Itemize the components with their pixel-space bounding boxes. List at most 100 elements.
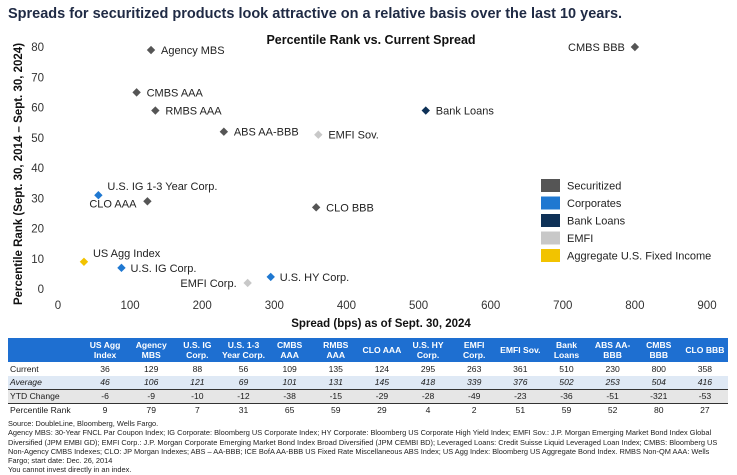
point-emfi-corp xyxy=(243,278,252,288)
table-cell: 31 xyxy=(238,405,249,415)
legend-label: Aggregate U.S. Fixed Income xyxy=(567,251,711,263)
x-tick-label: 200 xyxy=(193,300,212,312)
y-tick-label: 0 xyxy=(38,284,44,296)
table-cell: 253 xyxy=(589,376,636,390)
legend-label: Bank Loans xyxy=(567,216,626,228)
column-header: CLO BBB xyxy=(681,338,728,363)
column-header: CMBS BBB xyxy=(635,338,682,363)
table-cell: 46 xyxy=(82,376,129,390)
table-body: Current 36 129 88 56 109 135 124 295 263 361 510 230… xyxy=(8,362,728,418)
column-header: EMFI Corp. xyxy=(451,338,498,363)
point-label: Bank Loans xyxy=(436,106,495,118)
point-label: ABS AA-BBB xyxy=(234,127,299,139)
data-points: Agency MBS CMBS AAA RMBS AAA ABS AA-BBB CLO … xyxy=(79,42,640,290)
table-cell: 502 xyxy=(543,376,590,390)
table-cell: -23 xyxy=(497,389,544,404)
table-cell: 361 xyxy=(497,362,544,376)
table-cell: 504 xyxy=(635,376,682,390)
point-label: US Agg Index xyxy=(93,248,161,260)
table-cell: 36 xyxy=(82,362,129,376)
table-cell: 121 xyxy=(174,376,221,390)
legend-swatch xyxy=(541,214,560,227)
table-cell: -36 xyxy=(543,389,590,404)
table-cell: -10 xyxy=(174,389,221,404)
point-u-s-ig-1-3-year-corp xyxy=(94,191,103,200)
table-cell: 79 xyxy=(146,405,156,415)
table-cell: 59 xyxy=(561,405,572,415)
legend-swatch xyxy=(541,249,560,262)
legend-label: Securitized xyxy=(567,181,621,193)
point-abs-aa-bbb xyxy=(219,127,229,136)
table-cell: 29 xyxy=(377,405,387,415)
point-label: Agency MBS xyxy=(161,45,225,57)
column-header: Bank Loans xyxy=(543,338,590,363)
column-header: ABS AA-BBB xyxy=(589,338,636,363)
legend-swatch xyxy=(541,196,560,210)
table-cell: 358 xyxy=(681,362,728,376)
table-cell: 124 xyxy=(358,362,405,376)
y-tick-label: 10 xyxy=(31,254,44,266)
legend-swatch xyxy=(541,231,560,245)
x-tick-label: 100 xyxy=(121,300,140,312)
column-header: US Agg Index xyxy=(82,338,129,363)
point-label: CMBS AAA xyxy=(147,87,204,99)
column-header: RMBS AAA xyxy=(312,338,359,363)
point-clo-aaa xyxy=(143,197,152,206)
point-label: U.S. HY Corp. xyxy=(280,272,350,284)
table-cell: -28 xyxy=(404,389,452,404)
table-row: YTD Change -6 -9 -10 -12 -38 -15 -29 -28 -49 -23 -3… xyxy=(8,389,728,404)
x-tick-label: 900 xyxy=(697,300,716,312)
legend: Securitized Corporates Bank Loans EMFI Aggre… xyxy=(541,179,711,263)
table-cell: -49 xyxy=(451,389,498,404)
scatter-chart: Percentile Rank vs. Current Spread Perce… xyxy=(13,33,717,330)
headline: Spreads for securitized products look at… xyxy=(8,6,623,22)
disclaimer: You cannot invest directly in an index. xyxy=(8,465,132,475)
table-cell: 27 xyxy=(700,405,710,415)
y-tick-label: 50 xyxy=(31,133,44,145)
x-axis-label: Spread (bps) as of Sept. 30, 2024 xyxy=(291,318,471,330)
table-cell: 230 xyxy=(589,362,636,376)
y-tick-label: 60 xyxy=(31,103,44,115)
table-cell: 51 xyxy=(515,405,526,415)
table-cell: 131 xyxy=(312,376,359,390)
point-bank-loans xyxy=(421,106,430,115)
point-rmbs-aaa xyxy=(151,106,160,115)
table-row: Current 36 129 88 56 109 135 124 295 263 361 510 230… xyxy=(8,362,728,376)
table-cell: 135 xyxy=(312,362,359,376)
table-cell: -9 xyxy=(128,389,175,404)
table-cell: 69 xyxy=(220,376,267,390)
table-cell: -29 xyxy=(358,389,405,404)
table-cell: -6 xyxy=(82,389,129,404)
column-header: U.S. HY Corp. xyxy=(404,338,452,363)
x-tick-label: 700 xyxy=(553,300,572,312)
y-tick-label: 70 xyxy=(31,72,44,84)
column-header: CMBS AAA xyxy=(266,338,313,363)
table-cell: 56 xyxy=(220,362,267,376)
y-tick-label: 80 xyxy=(31,42,44,54)
table-cell: 416 xyxy=(681,376,728,390)
table-cell: -53 xyxy=(681,389,728,404)
column-header: Agency MBS xyxy=(128,338,175,363)
point-agency-mbs xyxy=(146,45,156,55)
table-row: Average 46 106 121 69 101 131 145 418 339 376 502 25… xyxy=(8,376,728,390)
index-definitions: Agency MBS: 30-Year FNCL Par Coupon Inde… xyxy=(8,428,718,466)
x-tick-label: 0 xyxy=(55,300,61,312)
point-label: CLO BBB xyxy=(326,202,374,214)
x-tick-label: 600 xyxy=(481,300,500,312)
table-cell: 4 xyxy=(425,405,431,415)
point-clo-bbb xyxy=(311,203,321,212)
x-tick-label: 300 xyxy=(265,300,284,312)
y-tick-label: 30 xyxy=(31,193,44,205)
column-header: EMFI Sov. xyxy=(497,338,544,363)
table-cell: -321 xyxy=(635,389,682,404)
column-header: CLO AAA xyxy=(358,338,405,363)
x-ticks: 0 100 200 300 400 500 600 700 800 900 xyxy=(55,300,717,312)
row-label: Average xyxy=(8,376,82,390)
x-tick-label: 800 xyxy=(625,300,644,312)
point-cmbs-aaa xyxy=(132,88,141,97)
table-cell: -38 xyxy=(266,389,313,404)
table-cell: 52 xyxy=(607,405,618,415)
table-cell: 101 xyxy=(266,376,313,390)
table-cell: 339 xyxy=(451,376,498,390)
row-label: Percentile Rank xyxy=(10,405,71,415)
